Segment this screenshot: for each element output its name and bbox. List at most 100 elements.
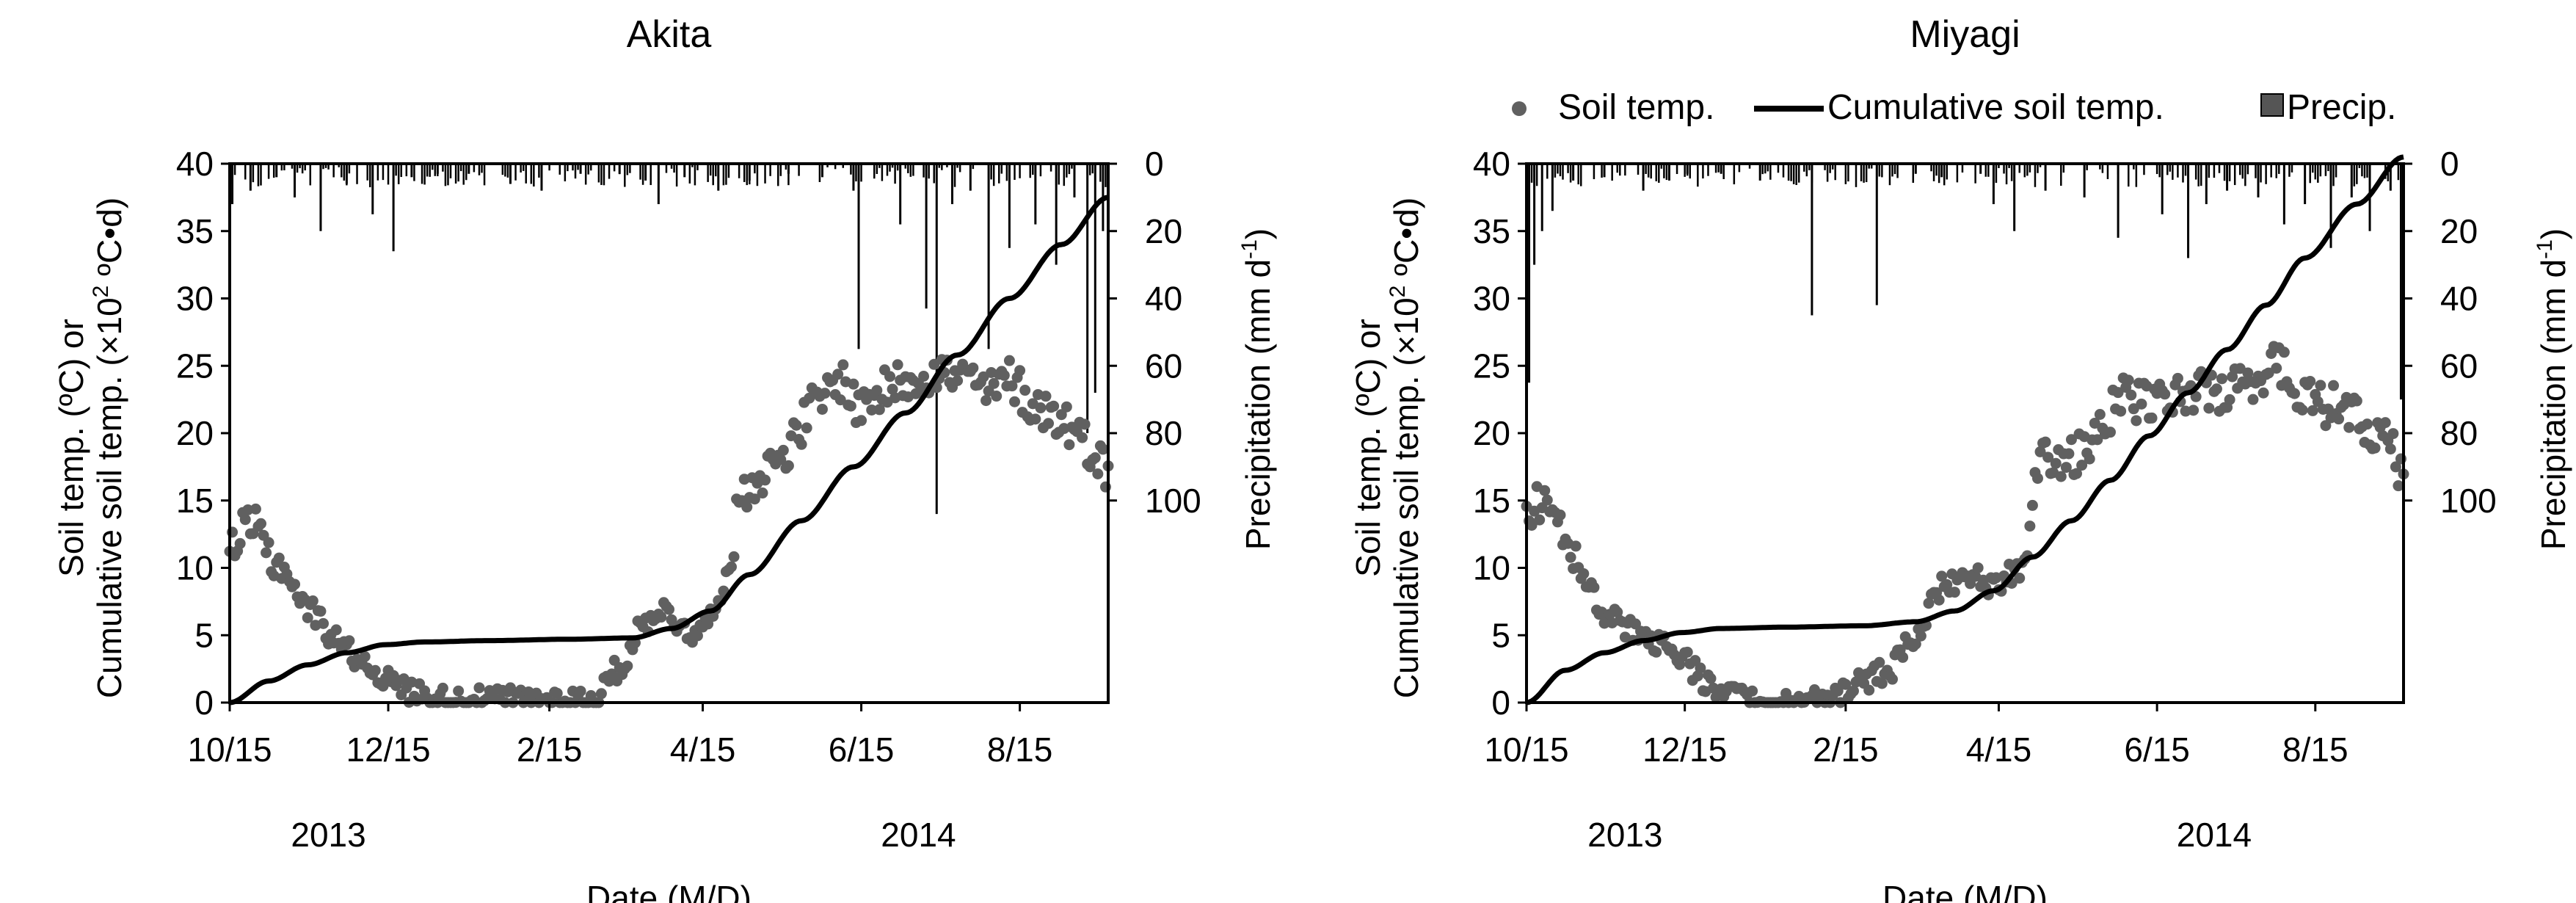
- y-right-tick-label: 60: [2440, 347, 2478, 385]
- soil-temp-point: [834, 394, 846, 406]
- soil-temp-point: [1539, 485, 1551, 496]
- soil-temp-point: [307, 595, 319, 607]
- soil-temp-point: [2131, 415, 2142, 427]
- soil-temp-point: [1651, 646, 1662, 658]
- soil-temp-point: [2065, 434, 2077, 446]
- soil-temp-point: [782, 460, 794, 471]
- y-left-tick-label: 30: [1473, 280, 1510, 318]
- soil-temp-point: [1695, 662, 1706, 674]
- y-right-label-part: Precipitation (mm d: [2534, 259, 2572, 550]
- x-tick-label: 10/15: [187, 730, 272, 769]
- y-right-axis-label: Precipitation (mm d-1): [1237, 228, 1277, 550]
- soil-temp-point: [1030, 413, 1041, 425]
- x-tick-label: 8/15: [2282, 730, 2348, 769]
- soil-temp-point: [2089, 417, 2100, 429]
- y-left-tick-label: 10: [176, 549, 214, 587]
- soil-temp-point: [2042, 452, 2054, 463]
- soil-temp-point: [289, 579, 301, 590]
- soil-temp-point: [2136, 398, 2147, 410]
- soil-temp-point: [2040, 436, 2051, 448]
- y-left-tick-label: 35: [1473, 212, 1510, 250]
- y-right-tick-label: 80: [1145, 414, 1182, 452]
- soil-temp-point: [234, 537, 246, 549]
- x-axis-label: Date (M/D): [586, 879, 752, 903]
- soil-temp-point: [1923, 598, 1935, 609]
- soil-temp-point: [1876, 678, 1888, 689]
- soil-temp-point: [2393, 480, 2404, 492]
- x-tick-label: 6/15: [2124, 730, 2190, 769]
- x-tick-label: 6/15: [829, 730, 895, 769]
- soil-temp-point: [1681, 646, 1693, 658]
- y-left-tick-label: 25: [176, 347, 214, 385]
- soil-temp-point: [2060, 462, 2072, 474]
- soil-temp-point: [2024, 521, 2036, 532]
- y-right-tick-label: 100: [2440, 482, 2497, 520]
- soil-temp-point: [273, 552, 285, 564]
- soil-temp-point: [622, 660, 633, 672]
- soil-temp-point: [239, 514, 251, 526]
- soil-temp-point: [1612, 606, 1623, 618]
- soil-temp-point: [343, 635, 355, 647]
- y-right-label-end: ): [2534, 228, 2572, 239]
- soil-temp-point: [2328, 380, 2340, 391]
- soil-temp-point: [302, 612, 313, 623]
- soil-temp-series: [1521, 341, 2409, 708]
- soil-temp-point: [1554, 509, 1566, 521]
- soil-temp-point: [2362, 418, 2373, 430]
- soil-temp-point: [315, 606, 327, 617]
- x-tick-label: 12/15: [1642, 730, 1727, 769]
- soil-temp-point: [330, 624, 342, 636]
- y-left-tick-label: 5: [194, 616, 214, 654]
- y-right-tick-label: 100: [1145, 482, 1201, 520]
- soil-temp-point: [551, 687, 563, 699]
- soil-temp-point: [2031, 473, 2043, 485]
- soil-temp-point: [757, 487, 768, 499]
- y-right-tick-label: 80: [2440, 414, 2478, 452]
- soil-temp-point: [796, 438, 807, 450]
- soil-temp-point: [873, 404, 885, 416]
- soil-temp-point: [1570, 540, 1582, 552]
- soil-temp-point: [1588, 581, 1600, 593]
- y-right-tick-label: 0: [1145, 145, 1164, 183]
- soil-temp-point: [2063, 448, 2075, 460]
- soil-temp-point: [845, 400, 856, 412]
- y-left-tick-label: 40: [1473, 145, 1510, 183]
- soil-temp-point: [1747, 685, 1758, 697]
- soil-temp-point: [2190, 391, 2202, 402]
- soil-temp-point: [892, 359, 903, 371]
- soil-temp-point: [1048, 400, 1060, 412]
- soil-temp-point: [2278, 347, 2290, 358]
- y-left-tick-label: 35: [176, 212, 214, 250]
- y-right-tick-label: 20: [2440, 212, 2478, 250]
- y-left-axis-label-line1: Soil temp. (ºC) or: [1349, 319, 1387, 577]
- y-left-axis-label-line1: Soil temp. (ºC) or: [52, 319, 90, 577]
- x-tick-label: 8/15: [987, 730, 1053, 769]
- legend-marker-precip: [2260, 93, 2284, 117]
- legend-label-soil-temp: Soil temp.: [1558, 88, 1714, 127]
- legend-label-precip: Precip.: [2287, 88, 2396, 127]
- soil-temp-point: [2055, 471, 2067, 482]
- soil-temp-point: [2112, 387, 2124, 399]
- y-left-tick-label: 25: [1473, 347, 1510, 385]
- soil-temp-point: [1526, 519, 1538, 531]
- soil-temp-point: [2034, 446, 2046, 457]
- soil-temp-point: [255, 518, 266, 529]
- soil-temp-point: [2188, 405, 2200, 416]
- soil-temp-point: [775, 454, 787, 465]
- soil-temp-point: [250, 503, 261, 515]
- soil-temp-point: [2014, 573, 2026, 584]
- y-left-label-sup: 2: [89, 286, 113, 298]
- soil-temp-point: [777, 444, 789, 456]
- soil-temp-point: [2122, 374, 2134, 386]
- legend: Soil temp. Cumulative soil temp. Precip.: [1512, 88, 2396, 127]
- chart-panel-miyagi: Miyagi 0 5 10 15 20 25 30 35 40 0 20 40 60 80 100 10/15 1…: [1349, 13, 2572, 903]
- soil-temp-point: [728, 551, 740, 562]
- soil-temp-point: [2343, 421, 2355, 433]
- soil-temp-point: [2050, 457, 2062, 469]
- soil-temp-point: [2172, 372, 2183, 384]
- soil-temp-point: [2296, 404, 2308, 416]
- soil-temp-point: [2333, 413, 2345, 425]
- soil-temp-point: [2271, 363, 2282, 374]
- soil-temp-point: [1832, 685, 1844, 697]
